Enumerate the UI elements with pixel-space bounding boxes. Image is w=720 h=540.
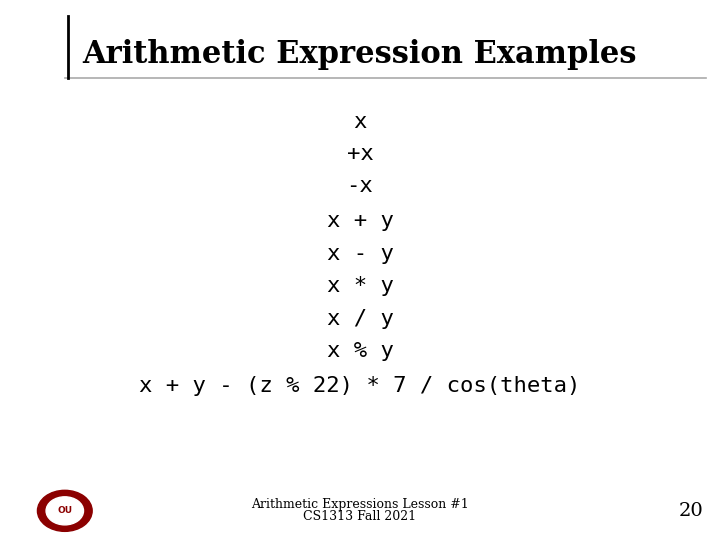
Text: Arithmetic Expressions Lesson #1: Arithmetic Expressions Lesson #1 (251, 498, 469, 511)
Text: +x: +x (346, 144, 374, 164)
Text: x % y: x % y (327, 341, 393, 361)
Text: x / y: x / y (327, 308, 393, 329)
Text: x * y: x * y (327, 276, 393, 296)
Text: x + y: x + y (327, 211, 393, 232)
Text: OU: OU (57, 507, 73, 515)
Text: Arithmetic Expression Examples: Arithmetic Expression Examples (83, 38, 637, 70)
Text: 20: 20 (679, 502, 703, 520)
Text: CS1313 Fall 2021: CS1313 Fall 2021 (303, 510, 417, 523)
Text: x + y - (z % 22) * 7 / cos(theta): x + y - (z % 22) * 7 / cos(theta) (139, 376, 581, 396)
Text: -x: -x (346, 176, 374, 197)
Circle shape (37, 490, 92, 531)
Text: x: x (354, 111, 366, 132)
Text: x - y: x - y (327, 244, 393, 264)
Circle shape (46, 497, 84, 525)
